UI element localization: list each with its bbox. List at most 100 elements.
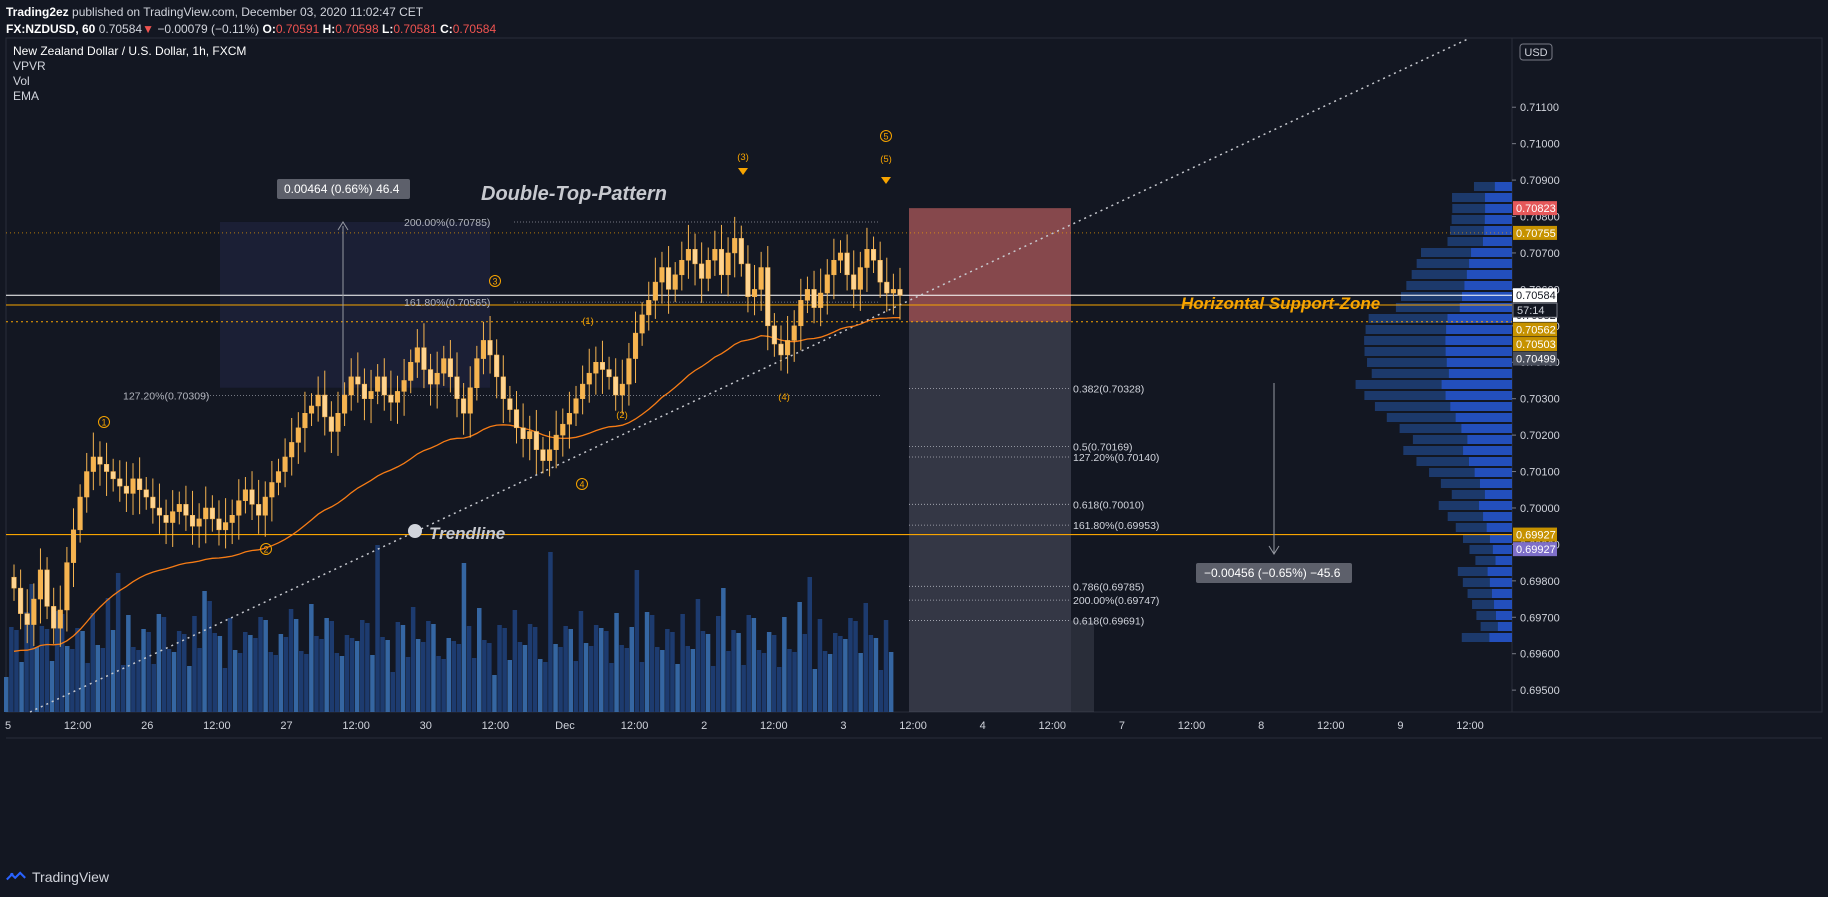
- wave-label: 2: [263, 545, 268, 555]
- volume-bar: [14, 630, 19, 712]
- time-axis[interactable]: 5 12:00 26 12:00 27 12:00 30 12:00 Dec 12:00 2 12:0…: [5, 720, 1484, 732]
- candle-body: [646, 300, 652, 316]
- vpvr-bar-up: [1469, 457, 1512, 466]
- price-tick-label: 0.70200: [1520, 430, 1560, 442]
- candle-body: [428, 369, 434, 385]
- candle-body: [778, 343, 784, 356]
- vpvr-bar-up: [1495, 611, 1512, 620]
- candle-body: [216, 518, 222, 531]
- volume-bar: [558, 647, 563, 712]
- time-tick-label: 12:00: [342, 720, 370, 732]
- candle-body: [818, 292, 824, 308]
- volume-bar: [283, 637, 289, 712]
- candle-body: [685, 249, 691, 261]
- volume-bar: [354, 641, 360, 712]
- vpvr-bar: [1399, 424, 1512, 433]
- price-label-text: 0.69927: [1516, 544, 1556, 556]
- vpvr-bar: [1447, 237, 1512, 246]
- candle-body: [844, 252, 850, 276]
- time-tick-label: 12:00: [621, 720, 649, 732]
- volume-bar: [583, 643, 589, 712]
- fib-right-label: 0.618(0.69691): [1073, 616, 1144, 628]
- volume-bar: [843, 639, 848, 712]
- candle-body: [11, 576, 17, 589]
- time-tick-label: Dec: [555, 720, 575, 732]
- volume-bar: [461, 563, 467, 712]
- fib-right-label: 161.80%(0.69953): [1073, 520, 1159, 532]
- close-label: C:: [440, 22, 453, 36]
- candle-body: [394, 391, 401, 403]
- vpvr-bar-up: [1484, 490, 1512, 499]
- vpvr-bar: [1457, 567, 1512, 576]
- volume-bar: [588, 646, 594, 712]
- profit-zone: [909, 321, 1071, 712]
- candle-body: [37, 569, 43, 600]
- volume-bar: [858, 653, 863, 712]
- chart-canvas[interactable]: New Zealand Dollar / U.S. Dollar, 1h, FX…: [0, 0, 1828, 862]
- ohlc-line: FX:NZDUSD, 60 0.70584▼ −0.00079 (−0.11%)…: [6, 21, 496, 38]
- candle-body: [308, 405, 315, 414]
- volume-bar: [746, 615, 751, 712]
- wave-circle-icon: [489, 275, 501, 287]
- time-tick-label: 12:00: [203, 720, 231, 732]
- publisher-name[interactable]: Trading2ez: [6, 5, 69, 19]
- candle-body: [547, 449, 553, 461]
- vpvr-bar-up: [1483, 512, 1512, 521]
- ema-line: [13, 317, 900, 652]
- candle-body: [361, 383, 367, 399]
- volume-bar: [65, 646, 70, 712]
- candle-body: [672, 274, 678, 290]
- price-axis[interactable]: 0.711000.710000.709000.708000.707000.706…: [1512, 43, 1560, 697]
- candle-body: [751, 289, 758, 297]
- vpvr-bar-up: [1445, 391, 1512, 400]
- vpvr-bar: [1472, 600, 1512, 609]
- arrow-head-down-icon: [1268, 545, 1280, 555]
- candle-body: [679, 259, 685, 276]
- candle-body: [890, 289, 896, 294]
- candle-body: [302, 413, 308, 429]
- candle-body: [533, 431, 539, 450]
- volume-bar: [421, 642, 426, 712]
- volume-bar: [207, 601, 212, 712]
- candle-body: [137, 478, 143, 491]
- vpvr-bar-up: [1469, 259, 1512, 268]
- drawings: [6, 37, 1512, 713]
- candle-body: [718, 249, 725, 276]
- volume-bar: [126, 615, 131, 712]
- low-label: L:: [382, 22, 394, 36]
- volume-bar: [848, 618, 853, 712]
- volume-bar: [456, 644, 462, 712]
- price-label-text: 0.69927: [1516, 530, 1556, 542]
- footer-brand[interactable]: TradingView: [6, 866, 109, 888]
- candle-body: [560, 423, 566, 436]
- volume-bar: [792, 652, 797, 712]
- volume-bar: [446, 638, 451, 712]
- measure-box-down: [1196, 563, 1352, 583]
- volume-bar: [9, 627, 14, 712]
- vpvr-bar-up: [1467, 435, 1512, 444]
- volume-bar: [293, 619, 299, 712]
- price-label-box: [1513, 288, 1557, 303]
- volume-bar: [553, 644, 558, 712]
- candle-body: [269, 482, 275, 498]
- volume-bar: [105, 598, 111, 712]
- vpvr-bar: [1462, 578, 1512, 587]
- measure-label-up: 0.00464 (0.66%) 46.4: [284, 182, 400, 196]
- volume-bar: [344, 635, 350, 712]
- wave-label: 5: [883, 132, 888, 142]
- volume-bar: [568, 629, 573, 712]
- candle-body: [414, 347, 420, 363]
- candle-body: [104, 464, 110, 472]
- price-tick-label: 0.69700: [1520, 612, 1560, 624]
- vpvr-bar-up: [1479, 501, 1512, 510]
- volume-bar: [639, 662, 645, 712]
- wave-circle-icon: [880, 130, 892, 142]
- brand-name: TradingView: [32, 869, 110, 885]
- volume-bar: [766, 632, 772, 712]
- volume-bar: [380, 637, 385, 712]
- candle-body: [771, 325, 777, 345]
- volume-bar: [771, 635, 777, 712]
- volume-bar: [151, 664, 156, 712]
- candle-body: [897, 289, 903, 296]
- candle-body: [857, 267, 863, 290]
